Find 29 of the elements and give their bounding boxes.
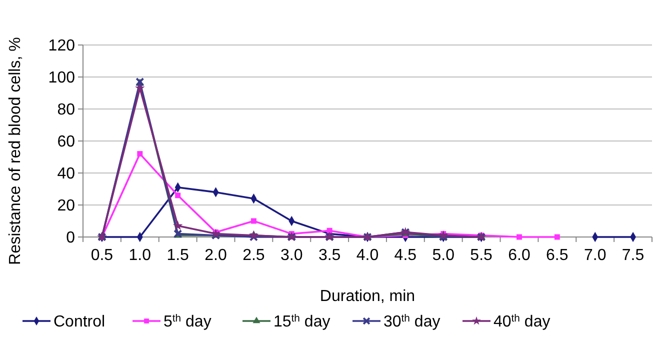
y-tick-label: 80 <box>57 102 76 119</box>
x-tick-label: 2.5 <box>242 247 265 264</box>
y-axis-title: Resistance of red blood cells, % <box>7 37 24 265</box>
y-tick-label: 100 <box>48 70 76 87</box>
y-tick-label: 40 <box>57 166 76 183</box>
y-tick-label: 20 <box>57 198 76 215</box>
x-tick-label: 3.0 <box>280 247 303 264</box>
x-tick-label: 4.0 <box>356 247 379 264</box>
legend-label: 5$^{th}$ day <box>164 313 212 331</box>
legend-label: 40$^{th}$ day <box>494 313 550 331</box>
x-tick-label: 1.5 <box>166 247 190 264</box>
y-tick-label: 60 <box>57 134 76 151</box>
x-tick-label: 5.0 <box>432 247 455 264</box>
x-tick-label: 7.0 <box>584 247 606 264</box>
x-tick-label: 1.0 <box>128 247 152 264</box>
x-tick-label: 2.0 <box>204 247 227 264</box>
x-tick-label: 3.5 <box>318 247 341 264</box>
y-tick-label: 0 <box>66 230 76 247</box>
x-tick-label: 6.5 <box>546 247 568 264</box>
x-tick-label: 0.5 <box>90 247 114 264</box>
x-axis-title: Duration, min <box>320 288 416 305</box>
y-tick-label: 120 <box>48 38 76 55</box>
legend-label: 15$^{th}$ day <box>274 313 330 331</box>
x-tick-label: 6.0 <box>508 247 530 264</box>
x-tick-label: 4.5 <box>394 247 417 264</box>
legend-label: Control <box>54 314 106 331</box>
x-tick-label: 7.5 <box>622 247 644 264</box>
x-tick-label: 5.5 <box>470 247 493 264</box>
legend-label: 30$^{th}$ day <box>384 313 440 331</box>
